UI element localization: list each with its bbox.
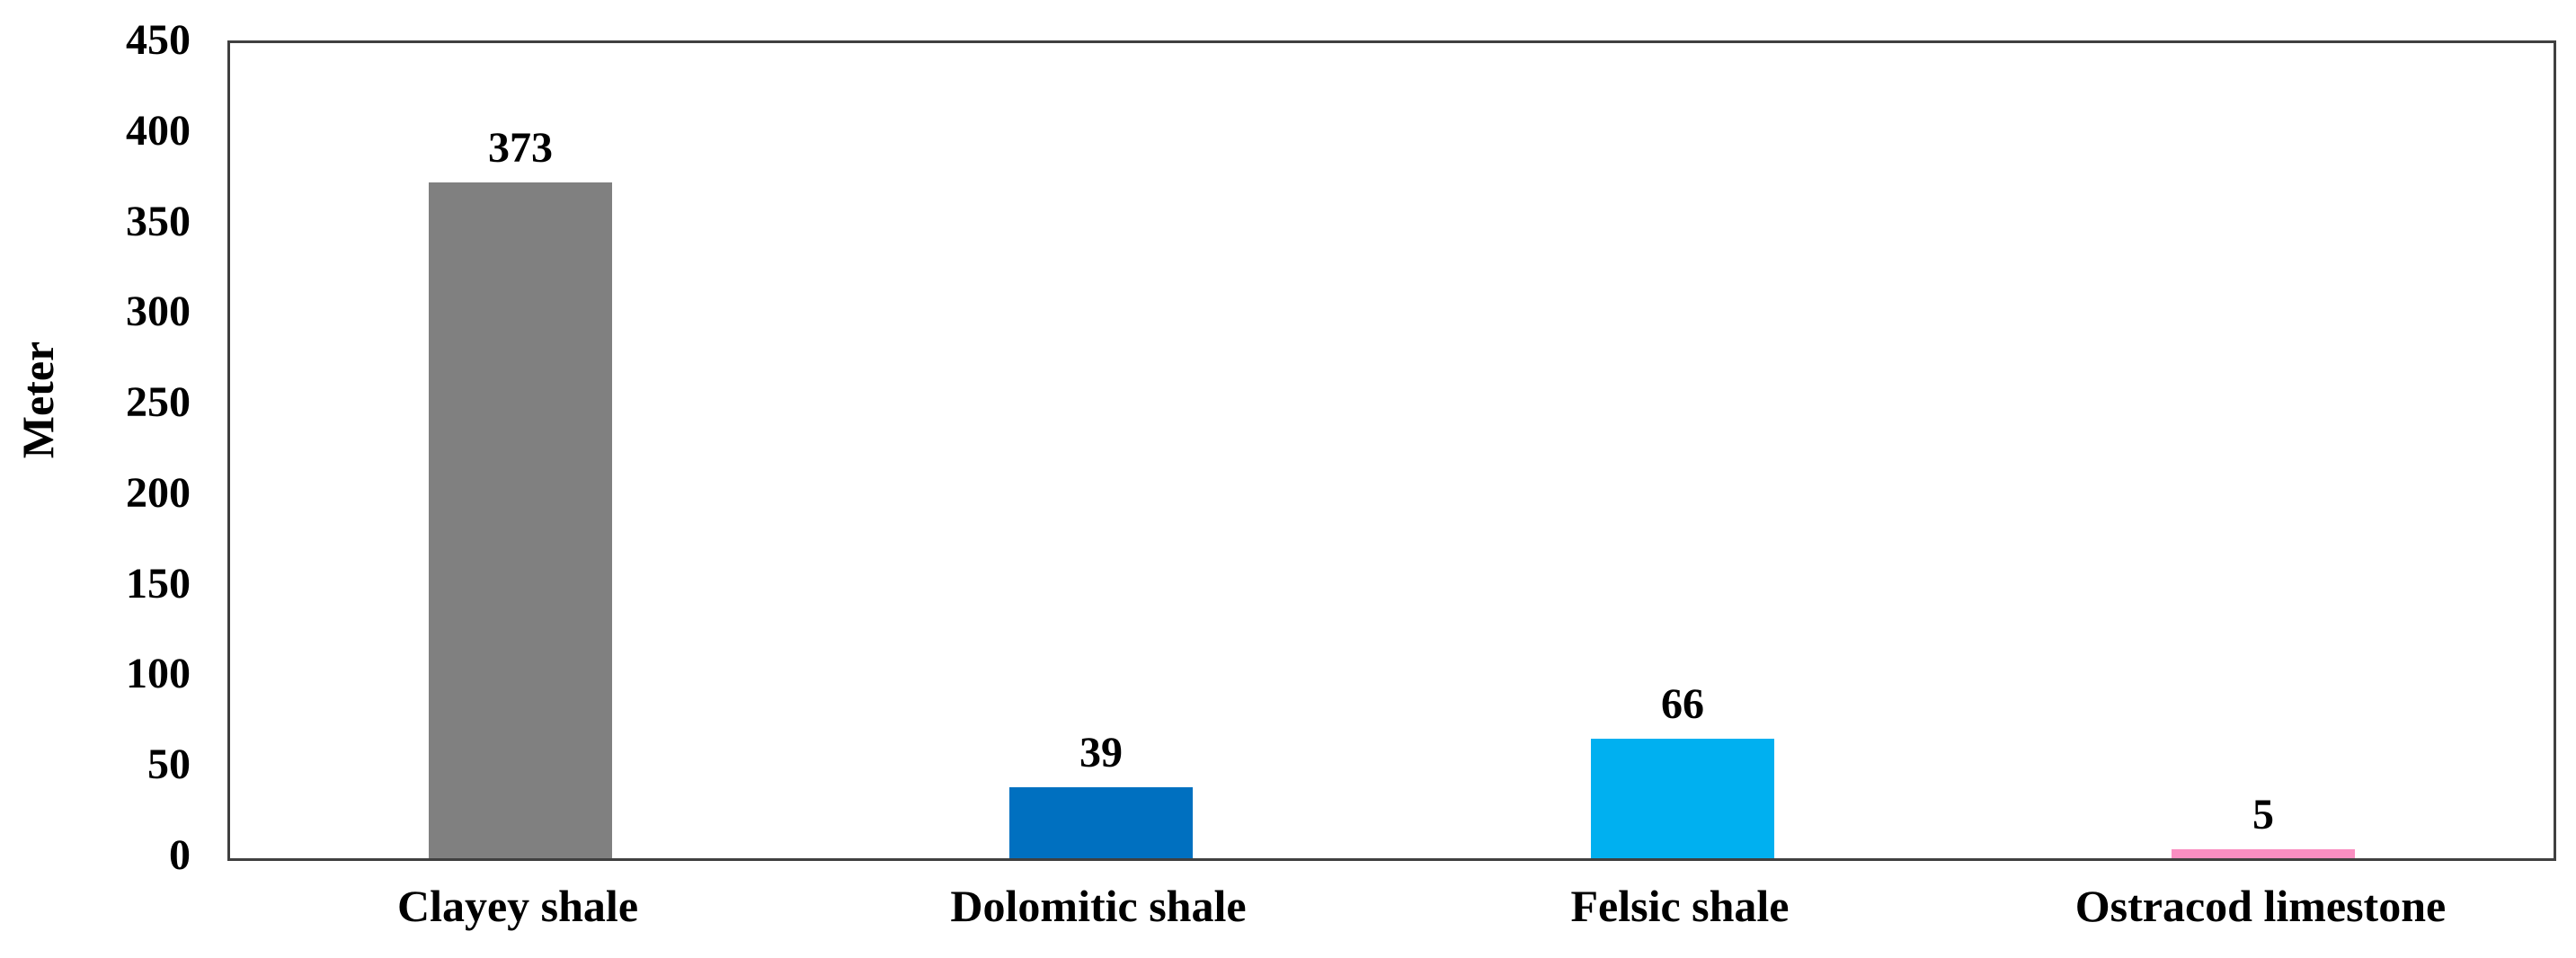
y-tick-label-350: 350 (126, 197, 191, 245)
x-category-label-felsic-shale: Felsic shale (1570, 881, 1790, 931)
bar-value-label-clayey-shale: 373 (488, 124, 553, 172)
bar-ostracod-limestone (2172, 849, 2355, 858)
y-tick-label-50: 50 (147, 741, 191, 789)
plot-area: 373 39 66 5 (227, 40, 2556, 861)
bar-value-label-felsic-shale: 66 (1661, 680, 1704, 728)
y-tick-label-450: 450 (126, 16, 191, 64)
y-tick-label-250: 250 (126, 378, 191, 427)
y-tick-label-200: 200 (126, 468, 191, 517)
bar-value-label-dolomitic-shale: 39 (1079, 729, 1123, 776)
y-tick-label-150: 150 (126, 559, 191, 608)
y-tick-label-100: 100 (126, 650, 191, 698)
x-category-label-ostracod-limestone: Ostracod limestone (2074, 881, 2447, 931)
y-axis-tick-labels: 0 50 100 150 200 250 300 350 400 450 (0, 16, 191, 879)
bar-clayey-shale (429, 182, 612, 858)
y-tick-label-0: 0 (169, 831, 191, 879)
y-tick-label-400: 400 (126, 106, 191, 155)
bar-value-label-ostracod-limestone: 5 (2252, 791, 2274, 838)
y-tick-label-300: 300 (126, 288, 191, 336)
x-category-label-dolomitic-shale: Dolomitic shale (950, 881, 1247, 931)
bar-felsic-shale (1591, 739, 1774, 858)
bar-dolomitic-shale (1009, 787, 1193, 858)
x-category-label-clayey-shale: Clayey shale (396, 881, 639, 931)
